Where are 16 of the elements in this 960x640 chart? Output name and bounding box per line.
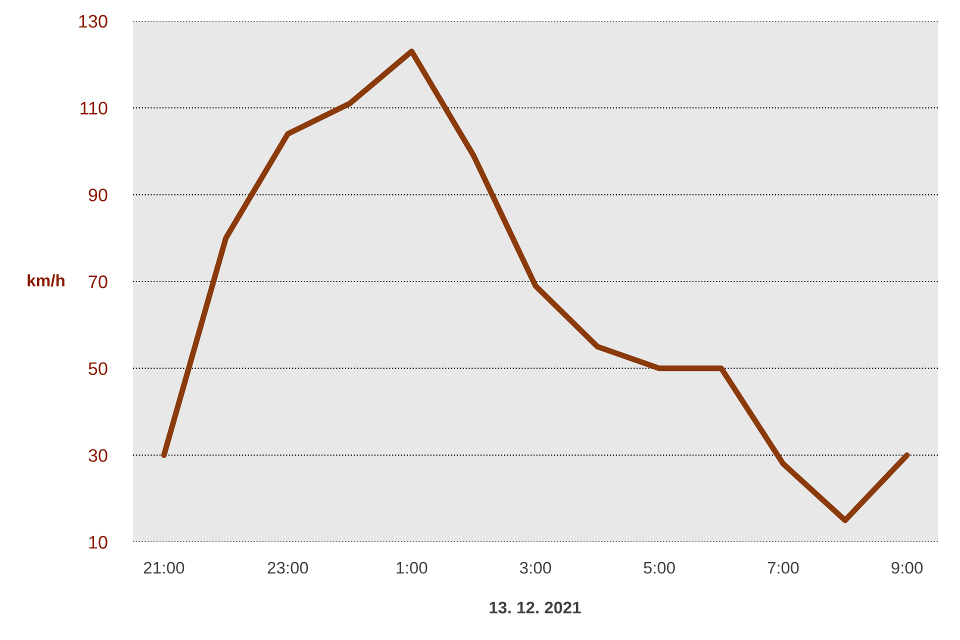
y-tick-label: 50	[88, 362, 108, 376]
y-tick-label: 30	[88, 449, 108, 462]
y-tick-label: 70	[88, 275, 108, 288]
x-tick-label: 23:00	[268, 562, 308, 574]
y-tick-label: 90	[88, 188, 108, 202]
y-tick-label: 10	[89, 536, 108, 549]
x-tick-label: 21:00	[144, 562, 184, 574]
x-tick-label: 9:00	[892, 562, 923, 574]
x-tick-label: 5:00	[644, 562, 675, 574]
x-tick-label: 7:00	[768, 562, 799, 574]
y-tick-label: 110	[80, 102, 108, 115]
y-axis-title: km/h	[28, 274, 64, 287]
x-axis-title: 13. 12. 2021	[490, 602, 581, 614]
y-tick-label: 130	[79, 14, 108, 28]
x-tick-label: 3:00	[520, 562, 552, 574]
x-tick-label: 1:00	[396, 562, 428, 574]
